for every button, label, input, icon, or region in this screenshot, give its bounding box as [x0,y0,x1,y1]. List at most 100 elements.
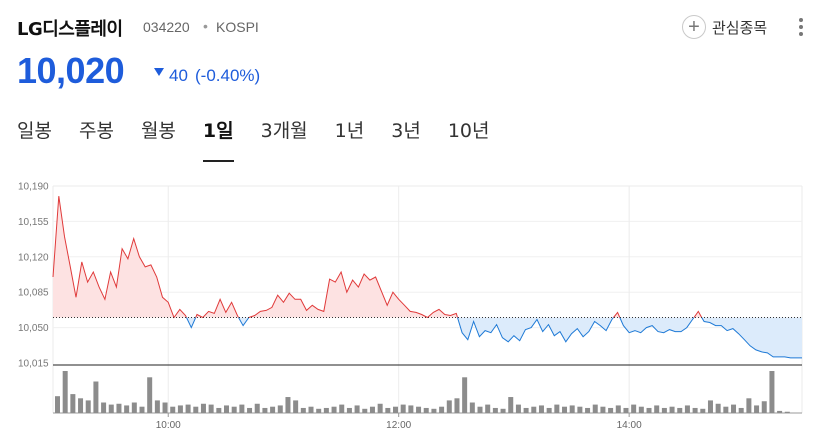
y-tick-label: 10,085 [18,288,49,299]
volume-bar [316,408,322,413]
stock-header: LG디스플레이 034220 • KOSPI [17,13,816,41]
volume-bar [362,408,368,413]
volume-bar [769,371,775,413]
volume-bar [170,406,176,413]
volume-bar [700,408,706,413]
volume-bar [577,406,583,413]
volume-bar [508,397,514,413]
volume-bar [116,403,122,413]
volume-bar [600,406,606,413]
volume-bar [569,405,575,413]
volume-bar [101,402,107,413]
price-area-up [53,196,187,318]
volume-bar [270,406,276,413]
volume-bar [684,405,690,413]
period-tabs: 일봉 주봉 월봉 1일 3개월 1년 3년 10년 [17,116,517,162]
volume-bar [608,407,614,413]
volume-bar [431,408,437,413]
volume-bar [615,405,621,413]
volume-bar [400,404,406,413]
volume-bar [55,396,60,413]
volume-bar [369,406,375,413]
volume-bar [454,398,460,413]
y-tick-label: 10,155 [18,217,49,228]
price-line-down [701,317,802,359]
y-tick-label: 10,050 [18,323,49,334]
volume-bar [108,404,114,413]
volume-bar [339,404,345,413]
tab-3months[interactable]: 3개월 [260,120,308,142]
volume-bar [154,400,160,413]
tab-weekly[interactable]: 주봉 [78,120,114,142]
volume-bar [623,407,629,413]
volume-bar [592,404,598,413]
volume-bar [254,403,260,413]
volume-bar [669,406,675,413]
volume-bar [85,400,91,413]
tab-3years[interactable]: 3년 [391,120,421,142]
add-favorite-button[interactable]: + 관심종목 [682,14,767,40]
vertical-dots-icon[interactable] [796,14,806,40]
price-line-up [195,298,239,319]
volume-bar [546,407,552,413]
price-line-down [619,317,695,334]
tab-monthly[interactable]: 월봉 [140,120,176,142]
y-tick-label: 10,015 [18,359,49,370]
volume-bar [469,402,475,413]
volume-bar [285,397,291,413]
price-line-up [52,196,187,319]
price-area-up [195,299,239,318]
volume-bar [515,404,521,413]
volume-bar [485,404,491,413]
price-line-down [238,317,250,327]
volume-bar [293,400,299,413]
tab-daily[interactable]: 일봉 [17,120,52,142]
volume-bar [707,400,713,413]
volume-bar [531,406,537,413]
volume-bar [346,407,352,413]
x-axis-labels: 10:00 12:00 14:00 [156,413,642,431]
volume-bar [746,398,752,413]
volume-bar [692,407,698,413]
volume-bar [377,403,383,413]
price-line-up [248,270,458,319]
market-name: KOSPI [216,19,259,35]
volume-bar [462,377,468,413]
plus-circle-icon: + [682,15,706,39]
volume-bar [638,406,644,413]
separator-dot: • [203,18,208,34]
chart-svg: 10,190 10,155 10,120 10,085 10,050 10,015 10:… [18,182,803,431]
volume-bar [631,404,637,413]
volume-bar [538,405,544,413]
volume-bar [723,406,729,413]
volume-bar [224,405,230,413]
stock-name: LG디스플레이 [17,19,123,40]
volume-bar [354,405,360,413]
x-tick-label: 10:00 [156,420,181,431]
volume-bar [200,403,206,413]
tab-1year[interactable]: 1년 [334,120,365,142]
price-area-up [248,272,458,318]
volume-bar [477,406,483,413]
volume-bar [331,406,337,413]
volume-bar [177,405,183,413]
volume-bar [784,411,790,413]
volume-bar [262,407,268,413]
favorite-label: 관심종목 [712,18,768,37]
volume-bar [131,402,137,413]
x-tick-label: 14:00 [617,420,642,431]
volume-bar [523,407,529,413]
tab-1day[interactable]: 1일 [202,116,234,162]
y-axis-labels: 10,190 10,155 10,120 10,085 10,050 10,015 [18,182,49,370]
tab-10years[interactable]: 10년 [447,120,490,142]
volume-bar [147,377,153,413]
volume-bar [731,404,737,413]
volume-bar [777,410,783,413]
price-area-down [186,317,196,328]
volume-bar [492,407,498,413]
intraday-chart[interactable]: 10,190 10,155 10,120 10,085 10,050 10,015 10:… [0,170,816,437]
price-area-down [619,317,694,333]
volume-bar [554,404,560,413]
volume-bar [247,407,253,413]
price-area-up [694,311,702,318]
